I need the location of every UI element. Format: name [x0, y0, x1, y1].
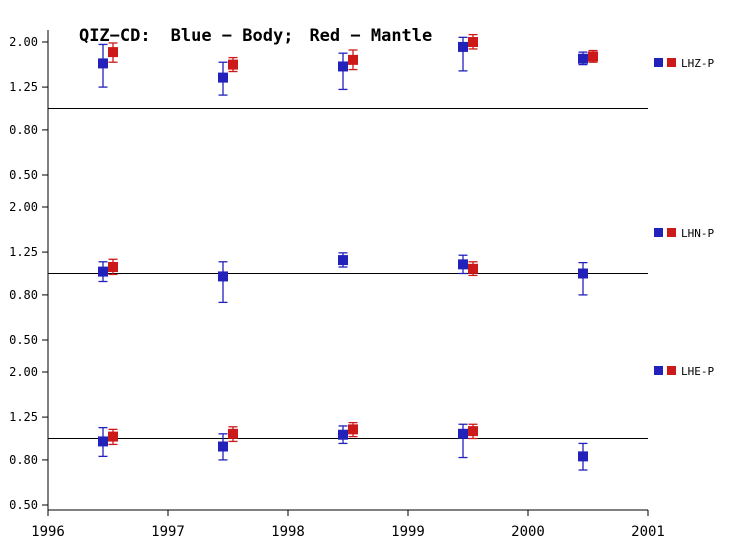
marker-mantle-LHE-P [468, 426, 478, 437]
marker-body-LHN-P [458, 259, 468, 270]
y-tick-label: 1.25 [9, 80, 38, 94]
marker-body-LHE-P [458, 428, 468, 439]
marker-mantle-LHE-P [348, 424, 358, 435]
marker-body-LHE-P [218, 441, 228, 452]
panel-LHE-P: 2.00 1.25 0.80 0.50 LHE-P [9, 365, 714, 512]
marker-mantle-LHZ-P [468, 37, 478, 47]
marker-mantle-LHN-P [108, 262, 118, 273]
legend-red-swatch [667, 366, 676, 375]
y-tick-label: 0.50 [9, 498, 38, 512]
y-tick-label: 2.00 [9, 200, 38, 214]
marker-body-LHZ-P [98, 58, 108, 69]
marker-mantle-LHZ-P [588, 51, 598, 62]
legend-label: LHZ-P [681, 57, 714, 70]
marker-body-LHZ-P [578, 53, 588, 64]
marker-body-LHZ-P [458, 41, 468, 52]
x-tick-label: 1996 [31, 524, 65, 540]
marker-mantle-LHZ-P [348, 54, 358, 65]
marker-body-LHN-P [338, 255, 348, 266]
marker-mantle-LHN-P [468, 263, 478, 274]
x-tick-label: 1997 [151, 524, 185, 540]
marker-body-LHN-P [98, 266, 108, 277]
y-tick-label: 1.25 [9, 410, 38, 424]
chart-title: QIZ−CD: Blue − Body; Red − Mantle [38, 6, 432, 66]
y-tick-label: 2.00 [9, 35, 38, 49]
y-tick-label: 0.50 [9, 168, 38, 182]
y-tick-label: 0.50 [9, 333, 38, 347]
x-tick-label: 1999 [391, 524, 425, 540]
marker-body-LHN-P [218, 271, 228, 282]
marker-mantle-LHZ-P [108, 47, 118, 58]
y-tick-label: 1.25 [9, 245, 38, 259]
title-blue-legend: Blue − Body; [170, 26, 294, 46]
legend-label: LHN-P [681, 227, 714, 240]
marker-mantle-LHE-P [228, 428, 238, 439]
marker-body-LHE-P [578, 451, 588, 462]
marker-body-LHZ-P [218, 72, 228, 83]
legend-red-swatch [667, 228, 676, 237]
marker-mantle-LHE-P [108, 431, 118, 442]
y-tick-label: 0.80 [9, 453, 38, 467]
marker-mantle-LHZ-P [228, 59, 238, 70]
title-station-code: QIZ−CD: [78, 26, 151, 46]
y-tick-label: 0.80 [9, 288, 38, 302]
marker-body-LHE-P [98, 436, 108, 447]
y-tick-label: 0.80 [9, 123, 38, 137]
x-tick-label: 1998 [271, 524, 305, 540]
legend-blue-swatch [654, 58, 663, 67]
legend-red-swatch [667, 58, 676, 67]
marker-body-LHE-P [338, 429, 348, 440]
marker-body-LHN-P [578, 268, 588, 279]
panel-LHN-P: 2.00 1.25 0.80 0.50 LHN-P [9, 200, 714, 347]
x-tick-label: 2001 [631, 524, 665, 540]
title-red-legend: Red − Mantle [309, 26, 433, 46]
panel-LHZ-P: 2.00 1.25 0.80 0.50 LHZ-P [9, 33, 714, 182]
y-tick-label: 2.00 [9, 365, 38, 379]
x-tick-label: 2000 [511, 524, 545, 540]
marker-body-LHZ-P [338, 61, 348, 72]
legend-label: LHE-P [681, 365, 714, 378]
legend-blue-swatch [654, 366, 663, 375]
legend-blue-swatch [654, 228, 663, 237]
